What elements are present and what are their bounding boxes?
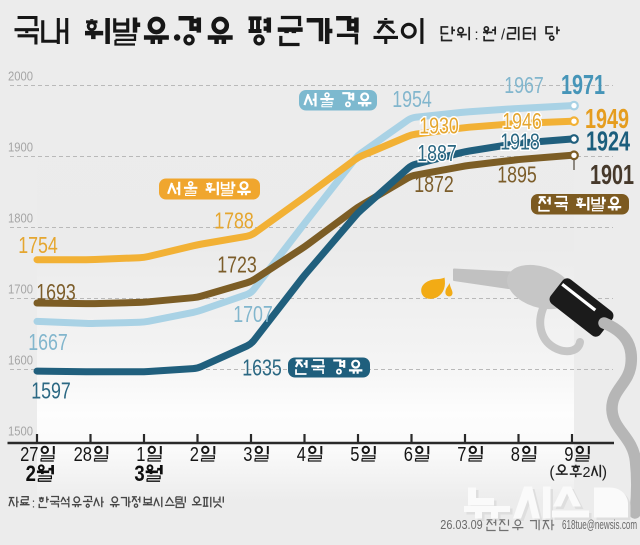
svg-text:9: 9 bbox=[564, 443, 573, 466]
svg-text::: : bbox=[32, 497, 35, 511]
svg-text:2: 2 bbox=[583, 464, 591, 481]
svg-text:1707: 1707 bbox=[233, 301, 273, 327]
svg-text:1918: 1918 bbox=[500, 129, 540, 155]
svg-text:1693: 1693 bbox=[36, 279, 76, 305]
svg-text:1700: 1700 bbox=[8, 283, 33, 297]
svg-text:1971: 1971 bbox=[561, 69, 605, 100]
svg-text:1800: 1800 bbox=[8, 212, 33, 226]
svg-text:1900: 1900 bbox=[8, 141, 33, 155]
svg-text:4: 4 bbox=[297, 443, 306, 466]
svg-text:1667: 1667 bbox=[28, 329, 68, 355]
svg-text:1597: 1597 bbox=[31, 378, 71, 404]
svg-text:1930: 1930 bbox=[419, 113, 459, 139]
svg-text:1887: 1887 bbox=[417, 140, 457, 166]
svg-text:3: 3 bbox=[243, 443, 252, 466]
svg-text:28: 28 bbox=[74, 443, 92, 466]
svg-text:27: 27 bbox=[20, 443, 38, 466]
svg-text:1: 1 bbox=[136, 443, 145, 466]
svg-text:1635: 1635 bbox=[242, 355, 282, 381]
svg-text:1872: 1872 bbox=[414, 171, 454, 197]
svg-text:1901: 1901 bbox=[590, 159, 634, 190]
svg-text:(: ( bbox=[549, 464, 555, 481]
svg-text:8: 8 bbox=[511, 443, 520, 466]
svg-text:2: 2 bbox=[190, 443, 199, 466]
svg-text:6: 6 bbox=[404, 443, 413, 466]
svg-text:): ) bbox=[602, 464, 607, 481]
svg-text:1949: 1949 bbox=[585, 103, 629, 134]
svg-text:1723: 1723 bbox=[217, 252, 257, 278]
svg-text:1967: 1967 bbox=[504, 72, 544, 98]
svg-text:/: / bbox=[501, 28, 506, 44]
svg-text:1946: 1946 bbox=[502, 108, 542, 134]
svg-text:7: 7 bbox=[457, 443, 466, 466]
svg-text:1600: 1600 bbox=[8, 354, 33, 368]
svg-text::: : bbox=[475, 28, 479, 44]
svg-text:1954: 1954 bbox=[392, 86, 432, 112]
svg-text:1500: 1500 bbox=[8, 425, 33, 439]
svg-text:618tue@newsis.com: 618tue@newsis.com bbox=[562, 518, 637, 532]
svg-text:26.03.09: 26.03.09 bbox=[440, 518, 482, 532]
svg-text:1788: 1788 bbox=[214, 208, 254, 234]
svg-text:1924: 1924 bbox=[586, 126, 630, 157]
svg-text:3: 3 bbox=[134, 461, 144, 486]
svg-text:2000: 2000 bbox=[8, 70, 33, 84]
svg-text:2: 2 bbox=[26, 461, 36, 486]
svg-text:1754: 1754 bbox=[18, 232, 58, 258]
svg-text:1895: 1895 bbox=[497, 162, 537, 188]
svg-text:5: 5 bbox=[350, 443, 359, 466]
